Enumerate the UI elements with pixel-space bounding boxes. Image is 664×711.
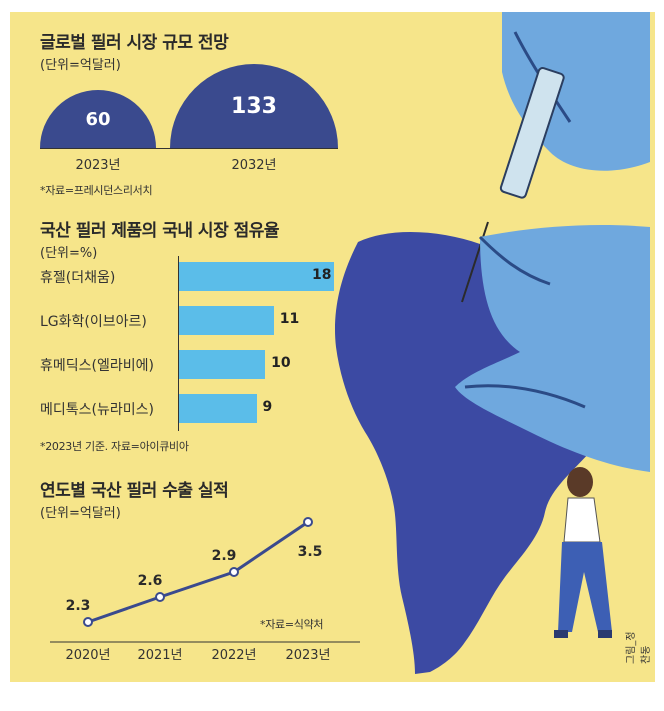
market-size-source: *자료=프레시던스리서치: [40, 184, 153, 197]
bar-label: 메디톡스(뉴라미스): [40, 402, 154, 418]
bar-value: 9: [262, 399, 273, 415]
share-title: 국산 필러 제품의 국내 시장 점유율: [40, 221, 280, 241]
export-point: [83, 617, 93, 627]
share-note: *2023년 기준. 자료=아이큐비아: [40, 440, 189, 453]
market-size-baseline: [40, 148, 338, 149]
export-title: 연도별 국산 필러 수출 실적: [40, 481, 229, 501]
dome-2032-year: 2032년: [231, 158, 277, 173]
dome-2023-value: 60: [85, 108, 111, 130]
export-unit: (단위=억달러): [40, 506, 121, 521]
market-size-unit: (단위=억달러): [40, 58, 121, 73]
export-year-label: 2021년: [137, 648, 182, 662]
share-bar: [179, 306, 274, 335]
illustration-credit: 그림_정찬동: [626, 631, 652, 664]
dome-2023-year: 2023년: [75, 158, 121, 173]
export-year-label: 2023년: [285, 648, 330, 662]
export-value-label: 3.5: [298, 544, 323, 560]
bar-value: 10: [271, 355, 291, 371]
export-point: [303, 517, 313, 527]
export-source: *자료=식약처: [260, 618, 324, 631]
infographic-canvas: 글로벌 필러 시장 규모 전망 (단위=억달러) 60 133 2023년 20…: [10, 12, 655, 682]
share-unit: (단위=%): [40, 246, 98, 261]
export-year-label: 2020년: [65, 648, 110, 662]
export-line-chart: 2.3 2020년 2.6 2021년 2.9 2022년 3.5 2023년: [50, 517, 360, 662]
export-point: [155, 592, 165, 602]
export-series-line: [87, 520, 309, 624]
export-value-label: 2.3: [66, 598, 91, 614]
bar-label: 휴젤(더채움): [40, 270, 116, 286]
export-point: [229, 567, 239, 577]
dome-2032-value: 133: [231, 93, 277, 119]
market-size-title: 글로벌 필러 시장 규모 전망: [40, 33, 229, 53]
bar-value: 11: [279, 311, 300, 327]
export-value-label: 2.6: [138, 573, 163, 589]
woman-figure: [554, 467, 612, 638]
share-bar: [179, 394, 257, 423]
export-year-label: 2022년: [211, 648, 256, 662]
bar-label: 휴메딕스(엘라비에): [40, 358, 154, 374]
bar-value: 18: [312, 267, 332, 283]
share-bar: [179, 262, 334, 291]
glove-lower: [455, 225, 650, 472]
syringe: [499, 67, 565, 199]
share-axis: [178, 256, 179, 431]
illustration: [334, 12, 650, 674]
bar-label: LG화학(이브아르): [40, 314, 147, 330]
export-value-label: 2.9: [212, 548, 237, 564]
share-bar: [179, 350, 266, 379]
